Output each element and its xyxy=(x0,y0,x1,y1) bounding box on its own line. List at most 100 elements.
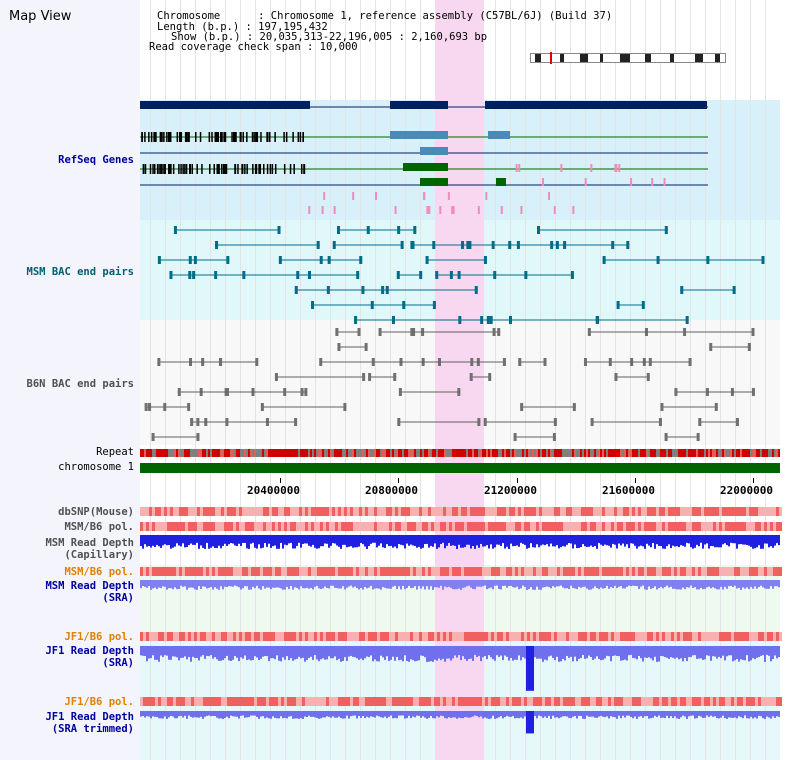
repeat-segment xyxy=(762,449,764,457)
read-depth-bar xyxy=(544,711,546,717)
polymorphism-cell xyxy=(224,567,227,576)
polymorphism-cell xyxy=(554,507,557,516)
exon-mark xyxy=(301,164,303,174)
repeat-segment xyxy=(548,449,550,457)
read-depth-bar xyxy=(322,711,324,718)
read-depth-bar xyxy=(524,580,526,588)
b6n-bac-label: B6N BAC end pairs xyxy=(26,378,134,390)
read-depth-bar xyxy=(616,535,618,549)
read-depth-bar xyxy=(590,535,592,546)
read-depth-bar xyxy=(480,535,482,544)
repeat-segment xyxy=(362,449,364,457)
msm-depth-capillary-label-1: MSM Read Depth xyxy=(45,537,134,549)
polymorphism-cell xyxy=(647,522,650,531)
read-depth-bar xyxy=(754,711,756,718)
polymorphism-cell xyxy=(230,507,233,516)
polymorphism-cell xyxy=(368,632,371,641)
read-depth-bar xyxy=(242,580,244,589)
read-depth-bar xyxy=(146,711,148,717)
repeat-segment xyxy=(492,449,494,457)
read-depth-bar xyxy=(254,535,256,548)
read-depth-bar xyxy=(334,646,336,657)
repeat-segment xyxy=(188,449,190,457)
read-depth-bar xyxy=(686,535,688,543)
read-depth-bar xyxy=(296,580,298,588)
polymorphism-cell xyxy=(701,507,704,516)
read-depth-bar xyxy=(260,580,262,590)
exon-mark xyxy=(142,164,145,174)
read-depth-bar xyxy=(522,535,524,544)
repeat-segment xyxy=(460,449,462,457)
read-depth-bar xyxy=(268,580,270,588)
polymorphism-cell xyxy=(554,697,557,706)
bac-end-mark xyxy=(747,343,751,351)
polymorphism-cell xyxy=(248,507,251,516)
read-depth-bar xyxy=(538,711,540,716)
read-depth-bar xyxy=(444,580,446,587)
read-depth-bar xyxy=(408,711,410,716)
exon-mark xyxy=(180,164,182,174)
polymorphism-cell xyxy=(389,567,392,576)
polymorphism-cell xyxy=(608,632,611,641)
polymorphism-cell xyxy=(773,697,776,706)
polymorphism-cell xyxy=(578,632,581,641)
read-depth-bar xyxy=(608,580,610,589)
polymorphism-cell xyxy=(725,507,728,516)
read-depth-bar xyxy=(146,535,148,547)
exon-mark xyxy=(254,132,256,142)
polymorphism-cell xyxy=(656,632,659,641)
polymorphism-cell xyxy=(428,507,431,516)
polymorphism-cell xyxy=(260,697,263,706)
read-depth-bar xyxy=(428,535,430,548)
msm-depth-sra-label-2: (SRA) xyxy=(102,592,134,604)
polymorphism-cell xyxy=(710,522,713,531)
read-depth-bar xyxy=(232,580,234,587)
exon-mark xyxy=(153,132,156,142)
read-depth-bar xyxy=(596,711,598,718)
read-depth-bar xyxy=(470,646,472,659)
read-depth-bar xyxy=(564,580,566,589)
exon-mark xyxy=(163,132,165,142)
read-depth-bar xyxy=(238,580,240,588)
bac-end-mark xyxy=(432,241,436,249)
polymorphism-cell xyxy=(638,522,641,531)
read-depth-bar xyxy=(312,711,314,717)
read-depth-bar xyxy=(666,580,668,586)
polymorphism-cell xyxy=(434,632,437,641)
polymorphism-cell xyxy=(755,567,758,576)
polymorphism-cell xyxy=(761,697,764,706)
polymorphism-cell xyxy=(731,697,734,706)
polymorphism-cell xyxy=(743,567,746,576)
read-depth-bar xyxy=(710,580,712,589)
polymorphism-cell xyxy=(635,522,638,531)
repeat-segment xyxy=(766,449,768,457)
polymorphism-cell xyxy=(776,522,779,531)
read-depth-bar xyxy=(574,711,576,717)
chromosome-ideogram[interactable] xyxy=(530,52,726,64)
repeat-segment xyxy=(498,449,500,457)
polymorphism-cell xyxy=(419,632,422,641)
polymorphism-cell xyxy=(215,522,218,531)
repeat-segment xyxy=(500,449,502,457)
read-depth-bar xyxy=(386,646,388,657)
polymorphism-cell xyxy=(200,522,203,531)
read-depth-bar xyxy=(514,535,516,546)
polymorphism-cell xyxy=(236,507,239,516)
read-depth-bar xyxy=(442,580,444,590)
read-depth-bar xyxy=(406,646,408,661)
polymorphism-cell xyxy=(218,567,221,576)
repeat-segment xyxy=(772,449,774,457)
polymorphism-cell xyxy=(590,522,593,531)
polymorphism-cell xyxy=(437,697,440,706)
polymorphism-cell xyxy=(215,507,218,516)
read-depth-bar xyxy=(420,646,422,656)
exon-mark xyxy=(299,132,302,142)
repeat-segment xyxy=(626,449,628,457)
exon-mark xyxy=(157,164,159,174)
read-depth-bar xyxy=(702,711,704,719)
read-depth-bar xyxy=(774,580,776,587)
exon-mark xyxy=(199,132,202,142)
read-depth-bar xyxy=(160,646,162,656)
read-depth-bar xyxy=(712,535,714,547)
polymorphism-cell xyxy=(626,697,629,706)
